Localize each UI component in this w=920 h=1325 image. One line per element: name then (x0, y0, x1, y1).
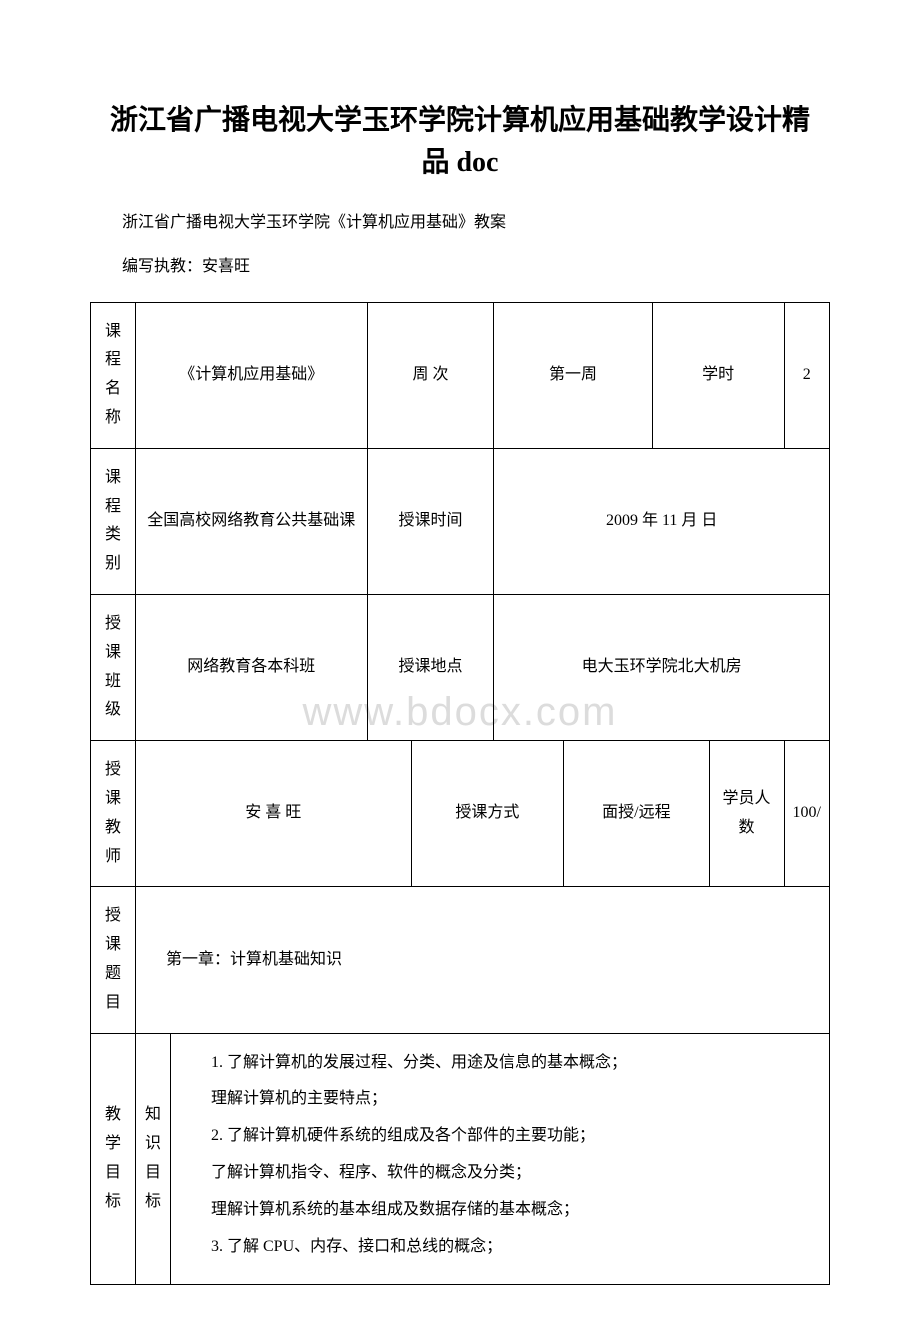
course-type-value: 全国高校网络教育公共基础课 (136, 448, 368, 594)
goals-label: 教学目标 (91, 1033, 136, 1285)
location-value: 电大玉环学院北大机房 (494, 594, 830, 740)
topic-label: 授课题目 (91, 887, 136, 1033)
goal-item: 了解计算机指令、程序、软件的概念及分类； (179, 1159, 821, 1188)
hours-value: 2 (784, 302, 829, 448)
course-type-label: 课程类别 (91, 448, 136, 594)
goal-item: 理解计算机系统的基本组成及数据存储的基本概念； (179, 1196, 821, 1225)
teacher-value: 安 喜 旺 (136, 741, 412, 887)
hours-label: 学时 (652, 302, 784, 448)
course-name-label: 课程名称 (91, 302, 136, 448)
week-label: 周 次 (367, 302, 494, 448)
course-name-value: 《计算机应用基础》 (136, 302, 368, 448)
teacher-label: 授课教师 (91, 741, 136, 887)
student-count-label: 学员人数 (709, 741, 784, 887)
week-value: 第一周 (494, 302, 652, 448)
title-line-2: 品 doc (421, 147, 498, 178)
teach-mode-value: 面授/远程 (564, 741, 709, 887)
student-count-value: 100/ (784, 741, 829, 887)
subtitle: 浙江省广播电视大学玉环学院《计算机应用基础》教案 (90, 209, 830, 238)
title-line-1: 浙江省广播电视大学玉环学院计算机应用基础教学设计精 (110, 105, 810, 136)
goal-item: 2. 了解计算机硬件系统的组成及各个部件的主要功能； (179, 1122, 821, 1151)
class-label: 授课班级 (91, 594, 136, 740)
table-row: 教学目标 知识目标 1. 了解计算机的发展过程、分类、用途及信息的基本概念； 理… (91, 1033, 830, 1285)
author-line: 编写执教：安喜旺 (90, 253, 830, 282)
goal-item: 3. 了解 CPU、内存、接口和总线的概念； (179, 1233, 821, 1262)
goal-item: 1. 了解计算机的发展过程、分类、用途及信息的基本概念； (179, 1049, 821, 1078)
lesson-plan-table: 课程名称 《计算机应用基础》 周 次 第一周 学时 2 课程类别 全国高校网络教… (90, 302, 830, 1286)
teach-time-label: 授课时间 (367, 448, 494, 594)
location-label: 授课地点 (367, 594, 494, 740)
table-row: 授课题目 第一章：计算机基础知识 (91, 887, 830, 1033)
table-row: 课程类别 全国高校网络教育公共基础课 授课时间 2009 年 11 月 日 (91, 448, 830, 594)
knowledge-goals-label: 知识目标 (136, 1033, 171, 1285)
class-value: 网络教育各本科班 (136, 594, 368, 740)
goals-content: 1. 了解计算机的发展过程、分类、用途及信息的基本概念； 理解计算机的主要特点；… (171, 1033, 830, 1285)
teach-time-value: 2009 年 11 月 日 (494, 448, 830, 594)
topic-value: 第一章：计算机基础知识 (136, 887, 830, 1033)
goal-item: 理解计算机的主要特点； (179, 1085, 821, 1114)
document-title: 浙江省广播电视大学玉环学院计算机应用基础教学设计精 品 doc (90, 100, 830, 184)
teach-mode-label: 授课方式 (411, 741, 564, 887)
table-row: 授课教师 安 喜 旺 授课方式 面授/远程 学员人数 100/ (91, 741, 830, 887)
table-row: 授课班级 网络教育各本科班 授课地点 电大玉环学院北大机房 (91, 594, 830, 740)
table-row: 课程名称 《计算机应用基础》 周 次 第一周 学时 2 (91, 302, 830, 448)
